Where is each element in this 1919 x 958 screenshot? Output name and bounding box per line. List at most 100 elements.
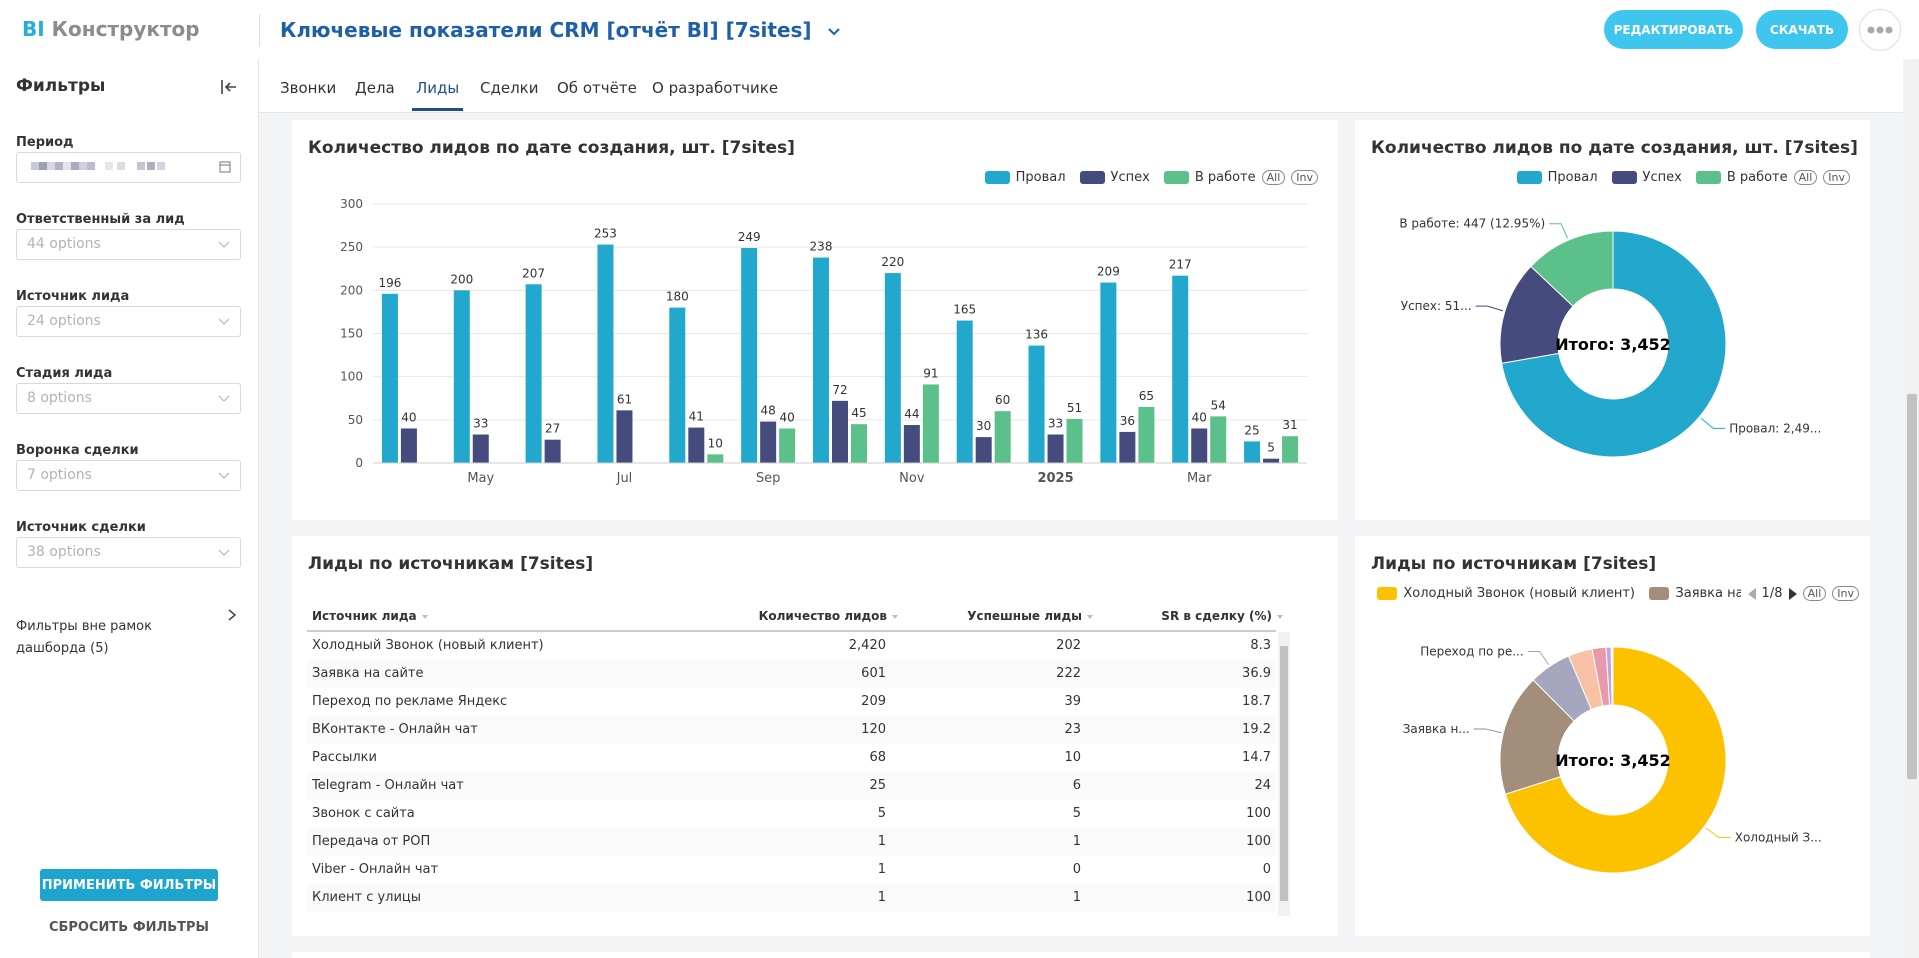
table-cell: 0: [1262, 862, 1271, 877]
filter-placeholder: 7 options: [27, 467, 92, 483]
bar-value-label: 180: [666, 290, 689, 304]
download-button[interactable]: СКАЧАТЬ: [1756, 10, 1848, 49]
table-row: ВКонтакте - Онлайн чат 120 23 19.2: [307, 716, 1276, 745]
bar: [922, 384, 939, 463]
column-header[interactable]: Источник лида: [312, 609, 428, 623]
table-scrollbar-thumb[interactable]: [1280, 646, 1288, 901]
label-leader: [1705, 827, 1731, 838]
table-cell: Клиент с улицы: [312, 890, 422, 905]
filter-input[interactable]: [16, 152, 241, 183]
scrollbar[interactable]: [1905, 59, 1919, 958]
filter-input[interactable]: 24 options: [16, 306, 241, 337]
table-cell: 222: [1056, 666, 1081, 681]
table-cell: ВКонтакте - Онлайн чат: [312, 722, 478, 737]
legend-swatch[interactable]: [1079, 171, 1105, 184]
bar-chart-card: Количество лидов по дате создания, шт. […: [292, 120, 1338, 520]
tab[interactable]: Об отчёте: [557, 79, 637, 97]
legend-button[interactable]: Inv: [1823, 170, 1850, 185]
legend-swatch[interactable]: [1649, 587, 1670, 600]
legend-page-arrow[interactable]: [1747, 587, 1756, 601]
filter-input[interactable]: 38 options: [16, 537, 241, 568]
table-cell: 5: [1072, 806, 1081, 821]
column-header[interactable]: SR в сделку (%): [1161, 609, 1283, 623]
tab[interactable]: Дела: [355, 79, 395, 97]
legend-button[interactable]: Inv: [1832, 586, 1859, 601]
report-title[interactable]: Ключевые показатели CRM [отчёт BI] [7sit…: [280, 18, 841, 42]
scrollbar-thumb[interactable]: [1907, 394, 1917, 779]
table-row: Передача от РОП 1 1 100: [307, 828, 1276, 857]
legend-label[interactable]: Провал: [1547, 170, 1598, 185]
header: BI Конструктор Ключевые показатели CRM […: [0, 0, 1919, 59]
collapse-icon[interactable]: [219, 77, 239, 97]
filter-input[interactable]: 8 options: [16, 383, 241, 414]
legend-swatch[interactable]: [1377, 587, 1398, 600]
table-cell: Заявка на сайте: [312, 666, 424, 681]
legend-swatch[interactable]: [1516, 171, 1542, 184]
column-header[interactable]: Количество лидов: [759, 609, 898, 623]
legend-label[interactable]: В работе: [1194, 170, 1256, 185]
sort-icon: [421, 614, 428, 619]
apply-button[interactable]: ПРИМЕНИТЬ ФИЛЬТРЫ: [40, 869, 218, 901]
slice-label: Холодный З...: [1735, 830, 1822, 844]
legend-button[interactable]: All: [1793, 170, 1818, 185]
bar-value-label: 136: [1025, 328, 1048, 342]
more-button[interactable]: [1859, 9, 1901, 51]
x-tick-label: Jul: [616, 471, 633, 486]
legend-page-arrow[interactable]: [1788, 587, 1797, 601]
report-title-text: Ключевые показатели CRM [отчёт BI] [7sit…: [280, 18, 812, 42]
legend-label[interactable]: Успех: [1110, 170, 1150, 185]
legend-label[interactable]: Провал: [1015, 170, 1066, 185]
bar: [1066, 418, 1083, 463]
y-tick-label: 50: [348, 413, 363, 427]
mask-pixel: [39, 162, 47, 170]
table-row: Viber - Онлайн чат 1 0 0: [307, 856, 1276, 885]
bar: [597, 244, 614, 463]
pie-chart-card: Количество лидов по дате создания, шт. […: [1355, 120, 1870, 520]
x-tick-label: Sep: [756, 471, 781, 486]
x-tick-label: Nov: [899, 471, 925, 486]
legend-swatch[interactable]: [1163, 171, 1189, 184]
edit-button[interactable]: РЕДАКТИРОВАТЬ: [1604, 10, 1743, 49]
legend-button[interactable]: All: [1261, 170, 1286, 185]
legend-label[interactable]: Заявка на сайте: [1675, 586, 1742, 601]
tab[interactable]: О разработчике: [652, 79, 779, 97]
slice-label: Успех: 51...: [1401, 299, 1472, 313]
tab[interactable]: Сделки: [480, 79, 539, 97]
bar-value-label: 209: [1097, 265, 1120, 279]
bar: [1263, 458, 1280, 463]
mask-pixel: [87, 162, 95, 170]
bar: [1172, 275, 1189, 463]
tab[interactable]: Лиды: [416, 79, 460, 97]
legend-button[interactable]: All: [1802, 586, 1827, 601]
legend-label[interactable]: Холодный Звонок (новый клиент): [1403, 586, 1636, 601]
reset-button[interactable]: СБРОСИТЬ ФИЛЬТРЫ: [48, 920, 210, 935]
table-cell: 36.9: [1242, 666, 1271, 681]
table-cell: 1: [1072, 890, 1081, 905]
legend-label[interactable]: Успех: [1642, 170, 1682, 185]
slice-label: Провал: 2,49...: [1729, 421, 1821, 435]
filter-input[interactable]: 44 options: [16, 229, 241, 260]
table-cell: 100: [1246, 834, 1271, 849]
legend-label[interactable]: В работе: [1726, 170, 1788, 185]
mask-pixel: [63, 162, 71, 170]
y-tick-label: 250: [340, 240, 363, 254]
legend-button[interactable]: Inv: [1291, 170, 1318, 185]
table-cell: 23: [1064, 722, 1081, 737]
legend-swatch[interactable]: [984, 171, 1010, 184]
column-header[interactable]: Успешные лиды: [967, 609, 1093, 623]
logo[interactable]: BI Конструктор: [22, 17, 200, 41]
filter-input[interactable]: 7 options: [16, 460, 241, 491]
outside-filters[interactable]: Фильтры вне рамок дашборда (5): [16, 619, 152, 656]
legend-swatch[interactable]: [1695, 171, 1721, 184]
legend-swatch[interactable]: [1611, 171, 1637, 184]
bar-value-label: 220: [881, 255, 904, 269]
bar: [813, 257, 829, 463]
tab[interactable]: Звонки: [280, 79, 337, 97]
bar: [472, 434, 489, 463]
bar: [1191, 428, 1208, 463]
bar: [525, 284, 542, 463]
bar: [1047, 434, 1064, 463]
mask-pixel: [55, 162, 63, 170]
bar-value-label: 44: [904, 407, 919, 421]
bar: [453, 290, 470, 463]
